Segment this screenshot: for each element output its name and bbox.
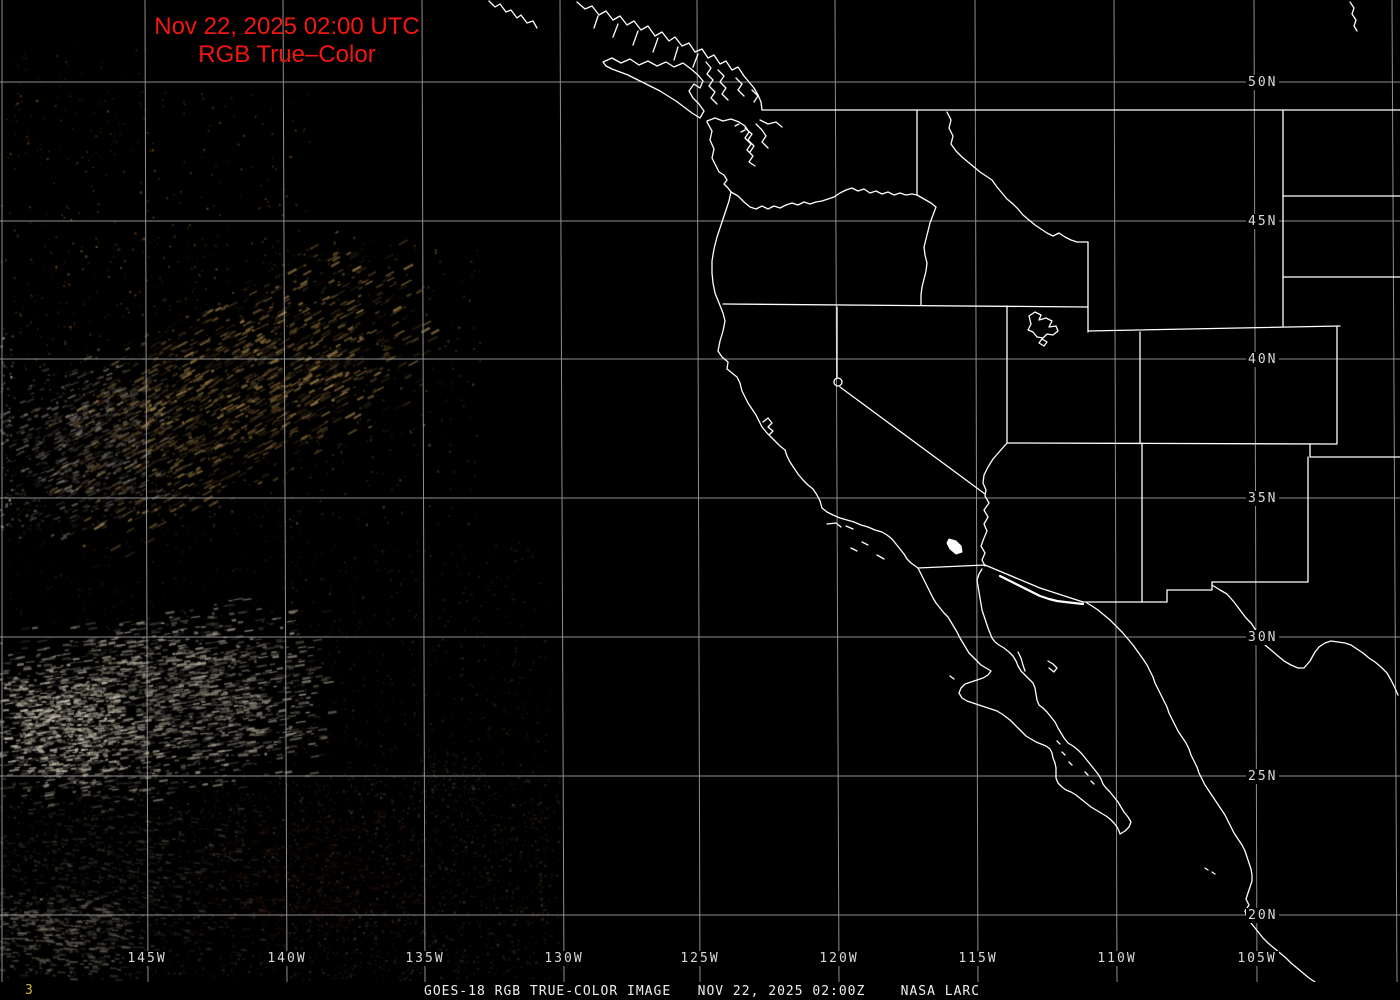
caption-bar: 3 GOES-18 RGB TRUE-COLOR IMAGE NOV 22, 2… [0,982,1400,1000]
timestamp-label: Nov 22, 2025 02:00 UTC [154,13,420,40]
lat-label-45n: 45N [1246,214,1280,229]
lon-label-140w: 140W [265,951,309,966]
lat-label-40n: 40N [1246,352,1280,367]
lon-label-105w: 105W [1235,951,1279,966]
lon-label-135w: 135W [403,951,447,966]
lat-label-35n: 35N [1246,491,1280,506]
lon-label-120w: 120W [817,951,861,966]
lat-label-50n: 50N [1246,75,1280,90]
lon-label-125w: 125W [678,951,722,966]
lon-label-130w: 130W [542,951,586,966]
image-caption: GOES-18 RGB TRUE-COLOR IMAGE NOV 22, 202… [424,984,981,999]
lat-label-30n: 30N [1246,630,1280,645]
lon-label-115w: 115W [956,951,1000,966]
lat-label-25n: 25N [1246,769,1280,784]
lon-label-145w: 145W [125,951,169,966]
product-label: RGB True–Color [198,41,376,68]
image-title: Nov 22, 2025 02:00 UTC RGB True–Color [150,13,424,69]
frame-number: 3 [25,983,33,998]
lon-label-110w: 110W [1095,951,1139,966]
lat-label-20n: 20N [1246,908,1280,923]
